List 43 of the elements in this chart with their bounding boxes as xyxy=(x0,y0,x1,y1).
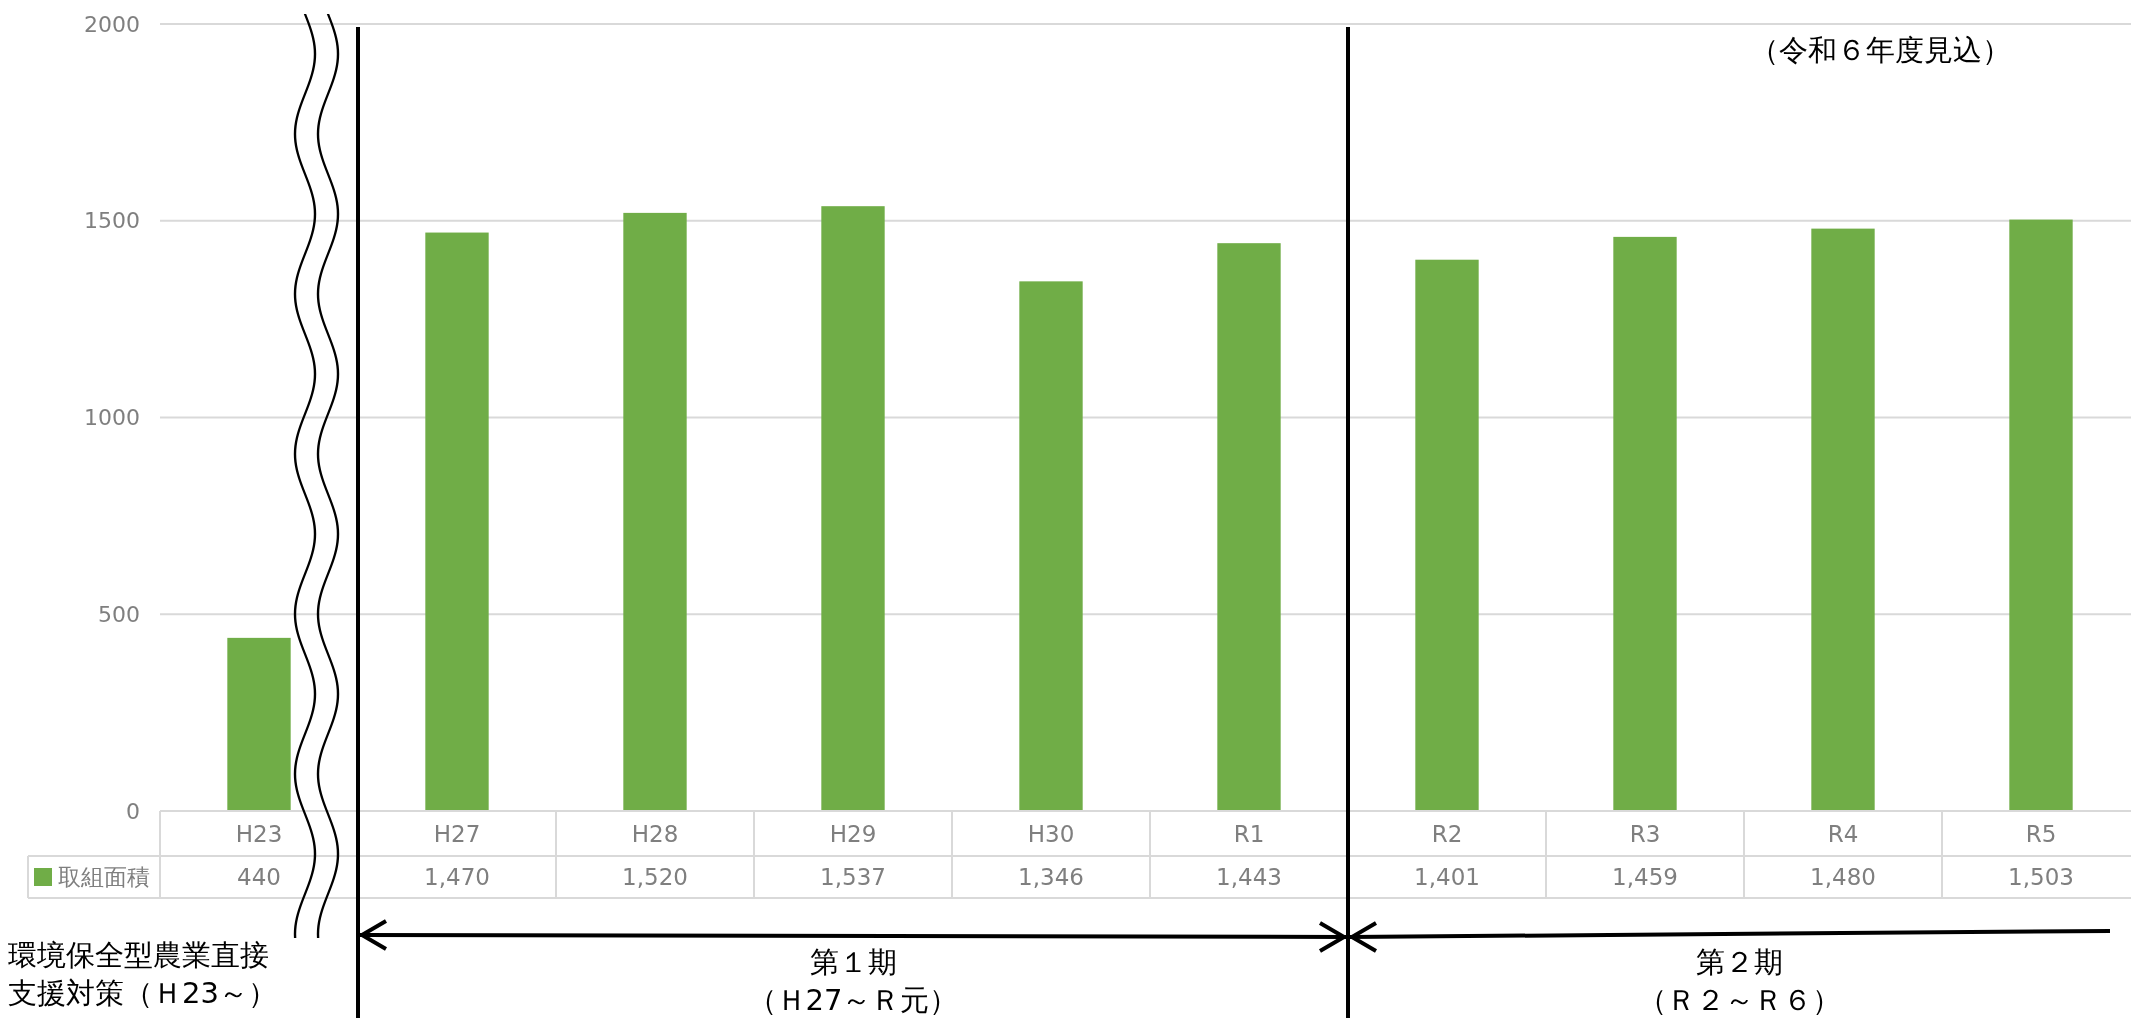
data-label: 1,503 xyxy=(2008,864,2074,891)
y-tick-label: 2000 xyxy=(84,11,140,37)
bar xyxy=(1217,243,1281,811)
text: （Ｒ２～Ｒ６） xyxy=(1638,983,1841,1017)
x-tick-label: R5 xyxy=(2025,820,2057,847)
x-tick-label: H29 xyxy=(829,820,877,847)
x-tick-label: H30 xyxy=(1027,820,1075,847)
data-label: 1,443 xyxy=(1216,864,1282,891)
data-label: 1,346 xyxy=(1018,864,1084,891)
y-tick-label: 1500 xyxy=(84,208,140,234)
x-tick-label: R2 xyxy=(1431,820,1463,847)
bar xyxy=(1019,281,1083,811)
text: 第１期 xyxy=(809,945,897,979)
y-tick-label: 0 xyxy=(126,798,140,824)
data-label: 1,401 xyxy=(1414,864,1480,891)
data-label: 1,459 xyxy=(1612,864,1678,891)
data-label: 440 xyxy=(237,864,281,891)
legend-label: 取組面積 xyxy=(58,864,150,891)
bar xyxy=(1415,259,1479,811)
data-label: 1,537 xyxy=(820,864,886,891)
annotation: （令和６年度見込） xyxy=(1749,33,2011,67)
bar xyxy=(1811,228,1875,811)
x-tick-label: H27 xyxy=(433,820,481,847)
bar xyxy=(227,637,291,811)
bar xyxy=(1613,236,1677,811)
data-label: 1,470 xyxy=(424,864,490,891)
bar xyxy=(623,212,687,811)
x-tick-label: H28 xyxy=(631,820,679,847)
data-label: 1,520 xyxy=(622,864,688,891)
text: 支援対策（Ｈ23～） xyxy=(8,976,277,1010)
bar xyxy=(821,206,885,811)
x-tick-label: H23 xyxy=(235,820,283,847)
text: （Ｈ27～Ｒ元） xyxy=(747,983,959,1017)
y-tick-label: 1000 xyxy=(84,405,140,431)
bar xyxy=(2009,219,2073,811)
x-tick-label: R4 xyxy=(1827,820,1859,847)
x-tick-label: R1 xyxy=(1233,820,1265,847)
x-tick-label: R3 xyxy=(1629,820,1661,847)
y-tick-label: 500 xyxy=(98,601,140,627)
text: 第２期 xyxy=(1696,945,1783,979)
data-label: 1,480 xyxy=(1810,864,1876,891)
text: 環境保全型農業直接 xyxy=(8,938,269,972)
bar xyxy=(425,232,489,811)
